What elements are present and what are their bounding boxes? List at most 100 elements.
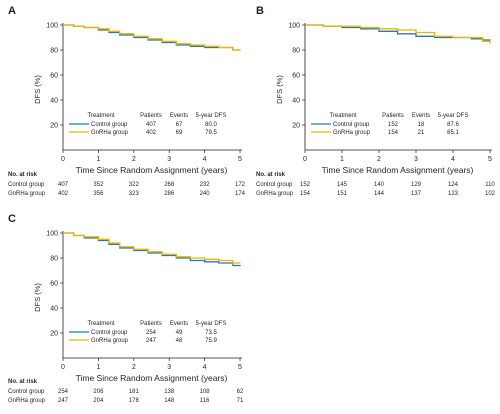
x-tick-label: 4 <box>203 156 207 163</box>
y-tick-label: 100 <box>46 23 58 30</box>
legend-dfs: 73.5 <box>205 330 217 336</box>
y-tick-label: 20 <box>292 123 300 130</box>
risk-value: 140 <box>374 182 385 188</box>
risk-value: 352 <box>93 182 104 188</box>
risk-value: 206 <box>93 389 104 395</box>
x-tick-label: 5 <box>238 156 242 163</box>
y-axis-title: DFS (%) <box>275 75 284 104</box>
legend-patients: 154 <box>388 130 399 136</box>
y-tick-label: 100 <box>288 23 300 30</box>
x-axis-title: Time Since Random Assignment (years) <box>322 165 474 175</box>
risk-value: 144 <box>374 191 385 197</box>
panel-letter: A <box>8 5 16 17</box>
legend-dfs: 87.6 <box>447 122 459 128</box>
x-tick-label: 4 <box>451 156 455 163</box>
risk-value: 323 <box>129 191 140 197</box>
risk-row-label: Control group <box>256 182 293 188</box>
risk-value: 108 <box>200 389 211 395</box>
legend-dfs: 85.1 <box>447 130 459 136</box>
risk-value: 116 <box>200 398 210 404</box>
legend-events: 21 <box>418 130 425 136</box>
risk-row-label: GnRHa group <box>256 191 294 197</box>
y-tick-label: 40 <box>50 306 58 313</box>
legend-patients: 254 <box>146 330 157 336</box>
km-curve-control <box>63 232 241 267</box>
y-tick-label: 60 <box>292 73 300 80</box>
legend-header: Events <box>412 113 430 119</box>
legend-events: 69 <box>176 130 183 136</box>
legend-group: Control group <box>91 122 128 128</box>
km-curve-gnrha <box>305 24 491 44</box>
legend-header: Patients <box>382 113 404 119</box>
y-tick-label: 40 <box>292 98 300 105</box>
legend-group: Control group <box>91 330 128 336</box>
risk-value: 110 <box>485 182 495 188</box>
x-tick-label: 1 <box>340 156 344 163</box>
legend-group: GnRHa group <box>333 130 371 136</box>
legend-group: Control group <box>333 122 370 128</box>
km-curve-control <box>305 24 491 41</box>
legend-header: Treatment <box>329 113 356 119</box>
risk-table-title: No. at risk <box>256 172 286 178</box>
km-curve-gnrha <box>63 232 241 264</box>
risk-table: No. at risk Control group 407 352 322 268 232 1… <box>8 172 246 197</box>
legend-dfs: 75.9 <box>205 338 217 344</box>
x-axis-title: Time Since Random Assignment (years) <box>76 373 228 383</box>
legend-events: 49 <box>176 330 183 336</box>
y-tick-label: 40 <box>50 98 58 105</box>
legend-patients: 247 <box>146 338 157 344</box>
x-tick-label: 2 <box>132 156 136 163</box>
risk-table: No. at risk Control group 254 206 181 138 108 6… <box>8 379 244 404</box>
legend-patients: 402 <box>146 130 157 136</box>
legend-header: Events <box>170 321 188 327</box>
risk-value: 124 <box>448 182 459 188</box>
risk-table-title: No. at risk <box>8 172 38 178</box>
panel-letter: C <box>8 213 16 225</box>
risk-value: 402 <box>58 191 69 197</box>
legend-header: Patients <box>140 113 162 119</box>
legend-header: 5-year DFS <box>196 321 227 327</box>
y-tick-label: 20 <box>50 331 58 338</box>
x-tick-label: 1 <box>96 156 100 163</box>
legend-events: 67 <box>176 122 183 128</box>
x-tick-label: 2 <box>377 156 381 163</box>
risk-value: 152 <box>300 182 311 188</box>
risk-value: 71 <box>237 398 244 404</box>
y-tick-label: 60 <box>50 73 58 80</box>
panel-a: A 20 40 60 80 100 0 1 2 3 4 5 Time Since Random Assi… <box>8 5 246 197</box>
legend-header: Events <box>170 113 188 119</box>
legend-table: Treatment Patients Events 5-year DFS Control… <box>69 321 226 344</box>
legend-patients: 152 <box>388 122 399 128</box>
risk-value: 148 <box>164 398 175 404</box>
risk-value: 286 <box>164 191 175 197</box>
risk-value: 123 <box>448 191 459 197</box>
risk-value: 268 <box>164 182 175 188</box>
risk-row-label: GnRHa group <box>8 398 46 404</box>
y-tick-label: 20 <box>50 123 58 130</box>
x-tick-label: 1 <box>96 364 100 371</box>
x-tick-label: 3 <box>414 156 418 163</box>
risk-value: 102 <box>485 191 496 197</box>
risk-value: 138 <box>164 389 175 395</box>
risk-value: 151 <box>337 191 348 197</box>
risk-row-label: GnRHa group <box>8 191 46 197</box>
y-tick-label: 80 <box>292 48 300 55</box>
legend-header: 5-year DFS <box>196 113 227 119</box>
legend-patients: 407 <box>146 122 157 128</box>
km-curve-gnrha <box>63 24 241 51</box>
x-axis-title: Time Since Random Assignment (years) <box>76 165 228 175</box>
x-tick-label: 3 <box>167 364 171 371</box>
legend-header: Patients <box>140 321 162 327</box>
risk-value: 232 <box>200 182 211 188</box>
risk-row-label: Control group <box>8 182 45 188</box>
x-tick-label: 2 <box>132 364 136 371</box>
legend-table: Treatment Patients Events 5-year DFS Control… <box>69 113 226 136</box>
x-tick-label: 0 <box>303 156 307 163</box>
risk-table-title: No. at risk <box>8 379 38 385</box>
risk-value: 240 <box>200 191 211 197</box>
risk-value: 174 <box>235 191 246 197</box>
legend-group: GnRHa group <box>91 130 129 136</box>
risk-value: 204 <box>93 398 104 404</box>
